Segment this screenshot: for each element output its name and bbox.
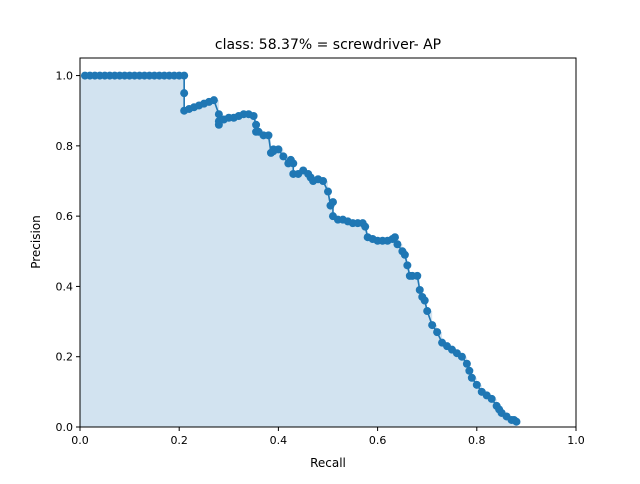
data-point <box>462 359 471 368</box>
data-point <box>393 240 402 249</box>
ap-area <box>80 75 517 428</box>
data-point <box>457 352 466 361</box>
data-point <box>252 120 261 129</box>
y-axis-label: Precision <box>29 215 43 269</box>
y-tick-label: 0.8 <box>56 140 74 153</box>
data-point <box>264 131 273 140</box>
data-point <box>180 89 189 98</box>
data-point <box>279 152 288 161</box>
data-point <box>420 296 429 305</box>
data-point <box>512 417 521 426</box>
data-point <box>472 380 481 389</box>
plot-frame <box>79 57 577 428</box>
x-tick-label: 0.2 <box>170 434 188 447</box>
data-point <box>487 394 496 403</box>
y-tick-label: 0.6 <box>56 210 74 223</box>
data-point <box>214 110 223 119</box>
data-point <box>324 187 332 196</box>
data-point <box>433 328 442 337</box>
y-tick-label: 1.0 <box>56 70 74 83</box>
data-point <box>319 177 328 185</box>
y-tick-label: 0.0 <box>56 421 74 434</box>
data-point <box>403 261 412 270</box>
x-tick-label: 0.8 <box>468 434 486 447</box>
x-axis-label: Recall <box>310 456 346 470</box>
data-point <box>274 145 283 154</box>
data-point <box>428 321 437 330</box>
y-tick-label: 0.4 <box>56 280 74 293</box>
x-tick-label: 0.0 <box>71 434 89 447</box>
data-point <box>361 222 370 231</box>
x-tick-label: 1.0 <box>567 434 585 447</box>
data-point <box>209 96 218 105</box>
data-point <box>415 285 424 294</box>
data-point <box>289 159 298 168</box>
data-point <box>423 307 432 316</box>
data-point <box>465 366 474 375</box>
x-tick-label: 0.4 <box>270 434 288 447</box>
y-tick-label: 0.2 <box>56 351 74 364</box>
chart-title: class: 58.37% = screwdriver- AP <box>215 37 441 53</box>
data-point <box>328 198 337 207</box>
data-point <box>400 250 409 259</box>
data-point <box>413 271 422 280</box>
data-point <box>249 111 258 120</box>
x-tick-label: 0.6 <box>369 434 387 447</box>
data-point <box>180 71 189 80</box>
data-point <box>390 233 399 242</box>
data-point <box>467 373 476 382</box>
